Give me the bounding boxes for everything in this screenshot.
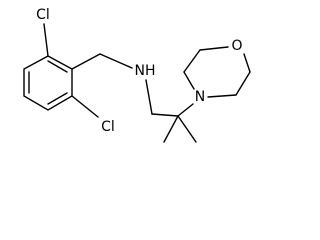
bond	[199, 46, 229, 51]
bond	[163, 115, 179, 143]
bond	[177, 103, 194, 117]
atom-label: NH	[135, 63, 156, 79]
double-bond	[47, 60, 68, 73]
bond	[99, 53, 133, 69]
bond	[183, 49, 201, 73]
benzene-ring	[23, 55, 73, 111]
bond	[145, 79, 153, 115]
structure-diagram: Cl Cl NH N O	[23, 7, 251, 143]
bond	[43, 23, 49, 57]
double-bond	[47, 92, 68, 105]
bond	[177, 115, 197, 143]
bond	[207, 94, 237, 98]
bond	[183, 71, 195, 90]
bond	[71, 95, 99, 118]
atom-label: Cl	[101, 119, 115, 135]
atom-label: Cl	[36, 7, 50, 23]
atom-label: O	[231, 38, 242, 54]
atom-label: N	[195, 89, 205, 105]
bond	[243, 53, 251, 73]
bonds	[23, 23, 251, 143]
bond	[71, 53, 101, 70]
bond	[235, 71, 251, 96]
bond	[151, 113, 179, 117]
